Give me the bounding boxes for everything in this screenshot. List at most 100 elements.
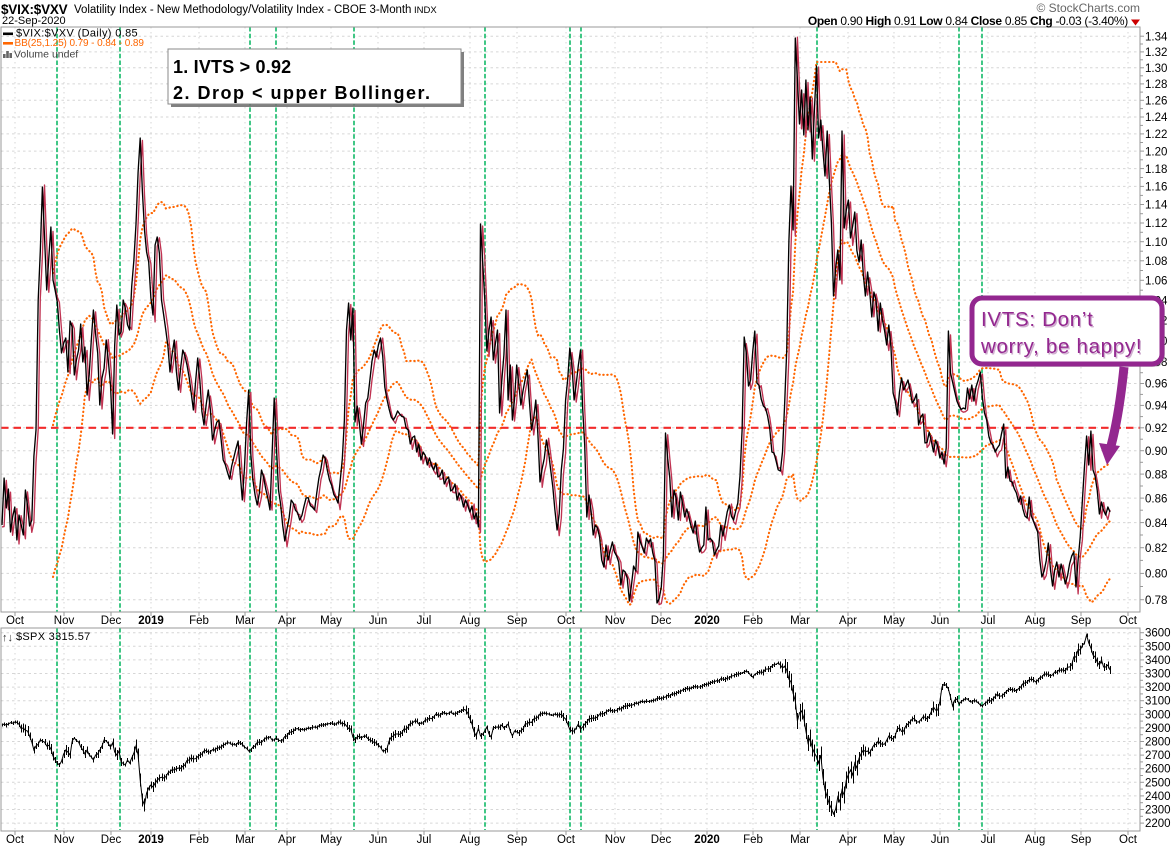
svg-text:Mar: Mar: [790, 834, 810, 846]
svg-text:0.96: 0.96: [1145, 379, 1167, 391]
svg-text:2600: 2600: [1145, 764, 1171, 776]
svg-text:1.28: 1.28: [1145, 79, 1167, 91]
svg-text:↑↓: ↑↓: [2, 632, 13, 644]
svg-text:Oct: Oct: [557, 834, 576, 846]
svg-text:2300: 2300: [1145, 805, 1171, 817]
svg-text:$SPX 3315.57: $SPX 3315.57: [16, 631, 91, 643]
svg-text:BB(25,1.25) 0.79 - 0.84 - 0.89: BB(25,1.25) 0.79 - 0.84 - 0.89: [15, 38, 145, 49]
svg-text:0.86: 0.86: [1145, 493, 1167, 505]
svg-text:0.82: 0.82: [1145, 543, 1167, 555]
svg-text:0.80: 0.80: [1145, 569, 1167, 581]
svg-text:1.30: 1.30: [1145, 63, 1167, 75]
svg-text:Feb: Feb: [743, 615, 763, 627]
svg-text:Jun: Jun: [369, 834, 388, 846]
svg-text:May: May: [883, 615, 905, 627]
svg-text:Mar: Mar: [790, 615, 810, 627]
svg-text:Nov: Nov: [605, 615, 626, 627]
svg-text:2. Drop < upper Bollinger.: 2. Drop < upper Bollinger.: [173, 83, 432, 103]
svg-text:Sep: Sep: [1071, 615, 1091, 627]
svg-text:Apr: Apr: [839, 615, 857, 627]
svg-text:2019: 2019: [138, 834, 164, 846]
svg-text:IVTS: Don’t: IVTS: Don’t: [981, 308, 1094, 331]
svg-text:0.94: 0.94: [1145, 401, 1168, 413]
svg-text:Dec: Dec: [651, 834, 672, 846]
svg-text:Oct: Oct: [6, 834, 25, 846]
svg-text:0.88: 0.88: [1145, 469, 1167, 481]
svg-text:1.34: 1.34: [1145, 31, 1168, 43]
svg-text:Aug: Aug: [1025, 615, 1045, 627]
svg-text:1.32: 1.32: [1145, 47, 1167, 59]
svg-text:0.92: 0.92: [1145, 423, 1167, 435]
svg-text:22-Sep-2020: 22-Sep-2020: [2, 15, 66, 27]
svg-text:1.14: 1.14: [1145, 200, 1168, 212]
svg-text:3400: 3400: [1145, 655, 1171, 667]
svg-text:1. IVTS > 0.92: 1. IVTS > 0.92: [173, 57, 291, 77]
svg-text:3200: 3200: [1145, 682, 1171, 694]
svg-text:Nov: Nov: [54, 615, 75, 627]
svg-text:0.84: 0.84: [1145, 518, 1168, 530]
svg-text:Feb: Feb: [189, 615, 209, 627]
svg-text:$VIX:$VXV: $VIX:$VXV: [1, 2, 68, 17]
svg-text:Feb: Feb: [743, 834, 763, 846]
svg-text:Dec: Dec: [651, 615, 672, 627]
svg-text:Apr: Apr: [278, 615, 296, 627]
svg-text:Open 0.90 High 0.91 Low 0.84 C: Open 0.90 High 0.91 Low 0.84 Close 0.85 …: [808, 14, 1128, 28]
svg-text:May: May: [320, 615, 342, 627]
svg-text:Oct: Oct: [557, 615, 576, 627]
svg-text:Oct: Oct: [1119, 834, 1138, 846]
svg-text:May: May: [320, 834, 342, 846]
svg-text:2800: 2800: [1145, 737, 1171, 749]
svg-text:3300: 3300: [1145, 669, 1171, 681]
svg-text:1.26: 1.26: [1145, 96, 1167, 108]
svg-text:worry, be happy!: worry, be happy!: [981, 336, 1143, 359]
svg-text:2200: 2200: [1145, 818, 1171, 830]
svg-text:2019: 2019: [138, 615, 164, 627]
svg-text:1.22: 1.22: [1145, 129, 1167, 141]
svg-text:1.20: 1.20: [1145, 146, 1167, 158]
svg-text:2500: 2500: [1145, 777, 1171, 789]
svg-text:1.12: 1.12: [1145, 218, 1167, 230]
svg-text:Feb: Feb: [189, 834, 209, 846]
svg-text:2020: 2020: [694, 615, 720, 627]
svg-text:3000: 3000: [1145, 709, 1171, 721]
svg-text:Oct: Oct: [6, 615, 25, 627]
svg-text:Sep: Sep: [507, 834, 527, 846]
svg-text:Jul: Jul: [417, 834, 432, 846]
svg-text:Volume undef: Volume undef: [14, 49, 78, 61]
svg-text:Aug: Aug: [460, 615, 480, 627]
svg-text:Oct: Oct: [1119, 615, 1138, 627]
svg-text:Apr: Apr: [278, 834, 296, 846]
svg-text:Jun: Jun: [931, 834, 950, 846]
svg-text:Jul: Jul: [417, 615, 432, 627]
svg-text:Sep: Sep: [507, 615, 527, 627]
svg-text:Apr: Apr: [839, 834, 857, 846]
svg-text:1.24: 1.24: [1145, 112, 1168, 124]
svg-text:© StockCharts.com: © StockCharts.com: [1036, 1, 1140, 15]
svg-text:IVTS: Don’t: IVTS: Don’t: [982, 309, 1095, 332]
svg-text:1.10: 1.10: [1145, 237, 1167, 249]
svg-text:Mar: Mar: [235, 615, 255, 627]
svg-text:Aug: Aug: [460, 834, 480, 846]
svg-text:Jun: Jun: [369, 615, 388, 627]
svg-text:2700: 2700: [1145, 750, 1171, 762]
svg-text:Volatility Index - New Methodo: Volatility Index - New Methodology/Volat…: [74, 4, 411, 16]
svg-text:Jul: Jul: [981, 615, 996, 627]
svg-text:$VIX:$VXV (Daily) 0.85: $VIX:$VXV (Daily) 0.85: [16, 28, 138, 40]
svg-text:May: May: [883, 834, 905, 846]
svg-text:2400: 2400: [1145, 791, 1171, 803]
svg-text:3600: 3600: [1145, 628, 1171, 640]
svg-text:2900: 2900: [1145, 723, 1171, 735]
svg-text:1.08: 1.08: [1145, 256, 1167, 268]
svg-text:Nov: Nov: [605, 834, 626, 846]
svg-text:Dec: Dec: [101, 834, 122, 846]
svg-text:INDX: INDX: [414, 5, 437, 16]
svg-text:Jun: Jun: [931, 615, 950, 627]
svg-text:Aug: Aug: [1025, 834, 1045, 846]
svg-text:worry, be happy!: worry, be happy!: [980, 335, 1142, 358]
svg-text:1.06: 1.06: [1145, 276, 1167, 288]
svg-text:0.78: 0.78: [1145, 595, 1167, 607]
svg-text:Nov: Nov: [54, 834, 75, 846]
svg-text:1.16: 1.16: [1145, 182, 1167, 194]
svg-text:Mar: Mar: [235, 834, 255, 846]
svg-text:Dec: Dec: [101, 615, 122, 627]
